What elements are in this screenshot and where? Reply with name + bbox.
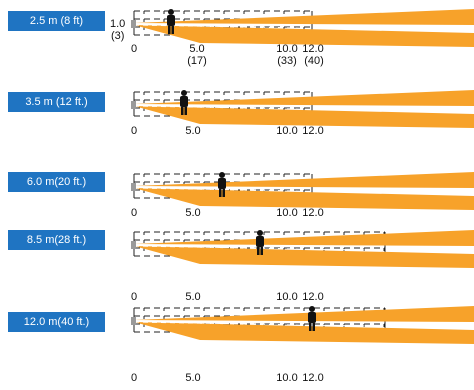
x-tick-12: 12.0 — [302, 125, 324, 137]
beam-lower — [134, 246, 474, 268]
y-tick-ft-label: (3) — [111, 30, 125, 42]
detection-diagram — [131, 172, 474, 210]
person-icon — [256, 230, 264, 255]
x-tick-5: 5.0 — [185, 372, 201, 384]
y-tick-label: 1.0 — [110, 18, 126, 30]
distance-label: 3.5 m (12 ft.) — [8, 92, 105, 112]
x-tick-0: 0 — [130, 43, 138, 55]
beam-upper — [134, 90, 474, 106]
detection-panel-6m: 6.0 m(20 ft.) 0 5.0 10.0 12.0 — [0, 160, 474, 230]
sensor-icon — [131, 241, 136, 249]
beam-upper — [134, 9, 474, 25]
detection-panel-3-5m: 3.5 m (12 ft.) 0 5.0 10.0 12.0 — [0, 80, 474, 150]
x-tick-10: 10.0 — [276, 372, 298, 384]
x-tick-5: 5.0 — [185, 125, 201, 137]
x-tick-0: 0 — [130, 207, 138, 219]
x-tick-10: 10.0 — [276, 125, 298, 137]
x-tick-12: 12.0 — [302, 43, 324, 55]
beam-lower — [134, 25, 474, 47]
detection-panel-2-5m: 2.5 m (8 ft) 1.0 (3) 0 5.0 10.0 12.0 (17… — [0, 0, 474, 70]
beam-center-line — [133, 105, 474, 113]
x-tick-ft-33: (33) — [277, 55, 297, 67]
beam-center-line — [133, 245, 474, 253]
x-tick-ft-40: (40) — [304, 55, 324, 67]
x-tick-10: 10.0 — [276, 207, 298, 219]
sensor-icon — [131, 317, 136, 325]
x-tick-12: 12.0 — [302, 291, 324, 303]
x-tick-0: 0 — [130, 291, 138, 303]
beam-lower — [134, 106, 474, 128]
beam-center-line — [133, 321, 474, 329]
x-tick-12: 12.0 — [302, 207, 324, 219]
distance-label: 8.5 m(28 ft.) — [8, 230, 105, 250]
detection-diagram — [131, 306, 474, 344]
detection-diagram — [131, 230, 474, 268]
detection-diagram — [131, 9, 474, 47]
x-tick-0: 0 — [130, 372, 138, 384]
detection-panel-12m: 12.0 m(40 ft.) 0 5.0 10.0 12.0 — [0, 306, 474, 388]
beam-center-line — [133, 24, 474, 32]
sensor-icon — [131, 20, 136, 28]
x-tick-ft-17: (17) — [187, 55, 207, 67]
x-tick-12: 12.0 — [302, 372, 324, 384]
x-tick-10: 10.0 — [276, 291, 298, 303]
person-icon — [308, 306, 316, 331]
beam-lower — [134, 322, 474, 344]
distance-label: 6.0 m(20 ft.) — [8, 172, 105, 192]
person-icon — [180, 90, 188, 115]
person-icon — [218, 172, 226, 197]
x-tick-10: 10.0 — [276, 43, 298, 55]
x-tick-0: 0 — [130, 125, 138, 137]
x-tick-5: 5.0 — [185, 291, 201, 303]
x-tick-5: 5.0 — [185, 207, 201, 219]
detection-diagram — [131, 90, 474, 128]
x-tick-5: 5.0 — [189, 43, 205, 55]
beam-upper — [134, 230, 474, 246]
distance-label: 12.0 m(40 ft.) — [8, 312, 105, 332]
distance-label: 2.5 m (8 ft) — [8, 11, 105, 31]
sensor-icon — [131, 101, 136, 109]
sensor-icon — [131, 183, 136, 191]
beam-upper — [134, 306, 474, 322]
person-icon — [167, 9, 175, 34]
detection-panel-8-5m: 8.5 m(28 ft.) 0 5.0 10.0 12.0 — [0, 230, 474, 308]
beam-center-line — [133, 187, 474, 195]
